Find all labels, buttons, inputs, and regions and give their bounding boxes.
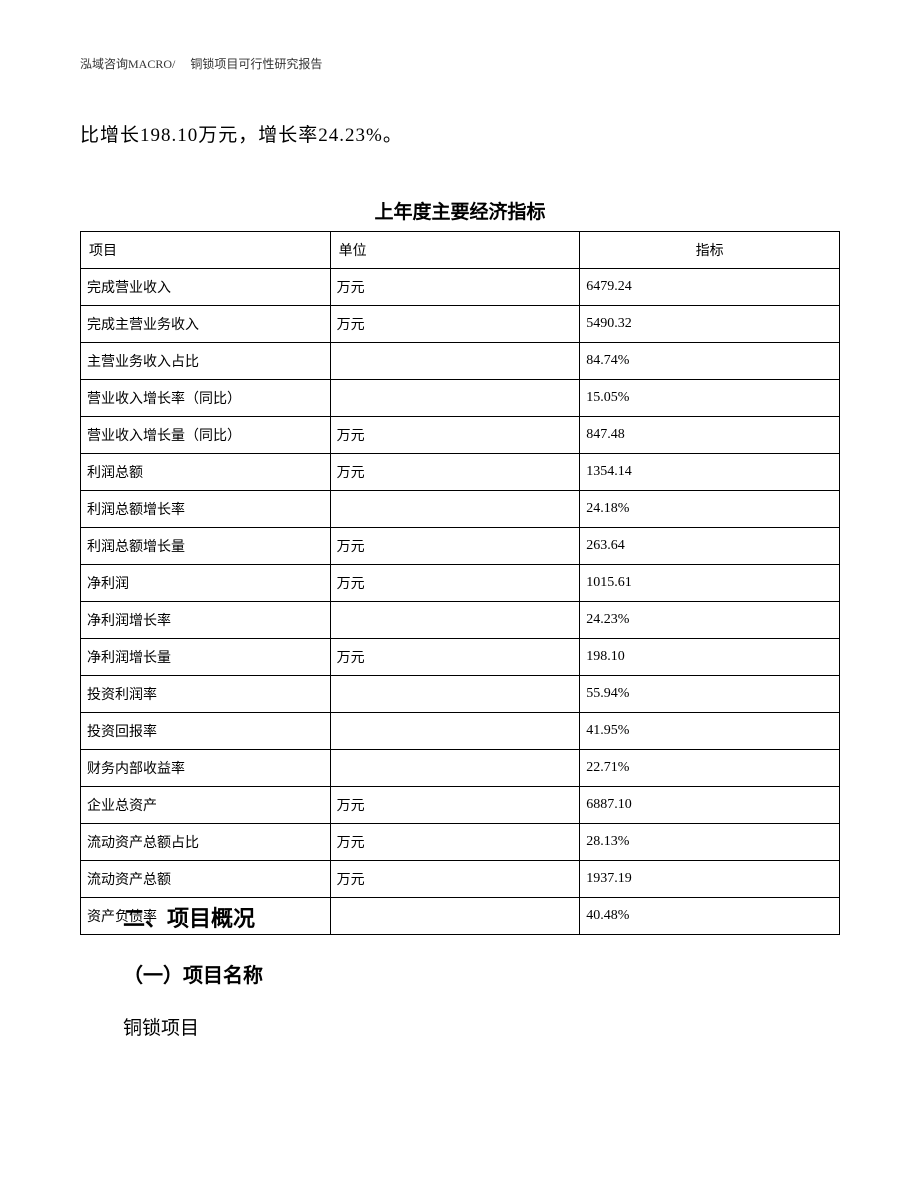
table-row: 利润总额增长率 24.18% — [81, 491, 840, 528]
table-row: 利润总额增长量万元263.64 — [81, 528, 840, 565]
table-row: 投资回报率 41.95% — [81, 713, 840, 750]
cell-unit: 万元 — [330, 306, 580, 343]
cell-unit: 万元 — [330, 269, 580, 306]
project-name-text: 铜锁项目 — [123, 1013, 199, 1040]
cell-unit — [330, 898, 580, 935]
table-row: 流动资产总额占比万元28.13% — [81, 824, 840, 861]
cell-value: 84.74% — [580, 343, 840, 380]
table-row: 财务内部收益率 22.71% — [81, 750, 840, 787]
cell-item: 利润总额 — [81, 454, 331, 491]
cell-unit: 万元 — [330, 824, 580, 861]
cell-item: 净利润增长量 — [81, 639, 331, 676]
table-row: 完成营业收入万元6479.24 — [81, 269, 840, 306]
cell-item: 利润总额增长率 — [81, 491, 331, 528]
cell-unit: 万元 — [330, 417, 580, 454]
subsection-heading: （一）项目名称 — [123, 959, 263, 988]
table-row: 企业总资产万元6887.10 — [81, 787, 840, 824]
cell-item: 流动资产总额占比 — [81, 824, 331, 861]
cell-item: 利润总额增长量 — [81, 528, 331, 565]
cell-value: 1354.14 — [580, 454, 840, 491]
table-row: 投资利润率 55.94% — [81, 676, 840, 713]
cell-item: 投资回报率 — [81, 713, 331, 750]
cell-unit — [330, 676, 580, 713]
table-row: 净利润增长量万元198.10 — [81, 639, 840, 676]
cell-value: 847.48 — [580, 417, 840, 454]
section-heading: 二、项目概况 — [123, 901, 255, 933]
cell-value: 198.10 — [580, 639, 840, 676]
cell-item: 净利润增长率 — [81, 602, 331, 639]
col-header-unit: 单位 — [330, 232, 580, 269]
cell-item: 营业收入增长量（同比） — [81, 417, 331, 454]
table-row: 流动资产总额万元1937.19 — [81, 861, 840, 898]
page-header: 泓域咨询MACRO/ 铜锁项目可行性研究报告 — [80, 55, 322, 72]
table-row: 完成主营业务收入万元5490.32 — [81, 306, 840, 343]
cell-value: 24.23% — [580, 602, 840, 639]
table-row: 主营业务收入占比 84.74% — [81, 343, 840, 380]
table-header-row: 项目 单位 指标 — [81, 232, 840, 269]
cell-unit — [330, 491, 580, 528]
cell-unit: 万元 — [330, 454, 580, 491]
intro-paragraph: 比增长198.10万元，增长率24.23%。 — [80, 120, 403, 147]
cell-value: 41.95% — [580, 713, 840, 750]
cell-unit: 万元 — [330, 861, 580, 898]
economic-indicators-table: 项目 单位 指标 完成营业收入万元6479.24完成主营业务收入万元5490.3… — [80, 231, 840, 935]
cell-item: 完成主营业务收入 — [81, 306, 331, 343]
table-row: 营业收入增长率（同比） 15.05% — [81, 380, 840, 417]
cell-value: 15.05% — [580, 380, 840, 417]
cell-item: 主营业务收入占比 — [81, 343, 331, 380]
cell-value: 55.94% — [580, 676, 840, 713]
cell-item: 净利润 — [81, 565, 331, 602]
cell-value: 28.13% — [580, 824, 840, 861]
table-title: 上年度主要经济指标 — [0, 197, 920, 224]
cell-unit — [330, 750, 580, 787]
cell-unit — [330, 343, 580, 380]
cell-value: 24.18% — [580, 491, 840, 528]
table-row: 营业收入增长量（同比）万元847.48 — [81, 417, 840, 454]
cell-value: 5490.32 — [580, 306, 840, 343]
cell-value: 6887.10 — [580, 787, 840, 824]
cell-unit: 万元 — [330, 528, 580, 565]
cell-unit: 万元 — [330, 639, 580, 676]
cell-value: 40.48% — [580, 898, 840, 935]
col-header-value: 指标 — [580, 232, 840, 269]
cell-unit: 万元 — [330, 787, 580, 824]
cell-item: 财务内部收益率 — [81, 750, 331, 787]
table-row: 利润总额万元1354.14 — [81, 454, 840, 491]
cell-item: 完成营业收入 — [81, 269, 331, 306]
cell-item: 投资利润率 — [81, 676, 331, 713]
cell-value: 1015.61 — [580, 565, 840, 602]
cell-item: 企业总资产 — [81, 787, 331, 824]
table-row: 净利润增长率 24.23% — [81, 602, 840, 639]
cell-value: 6479.24 — [580, 269, 840, 306]
cell-unit — [330, 602, 580, 639]
cell-value: 263.64 — [580, 528, 840, 565]
table-body: 完成营业收入万元6479.24完成主营业务收入万元5490.32主营业务收入占比… — [81, 269, 840, 935]
cell-unit: 万元 — [330, 565, 580, 602]
cell-value: 1937.19 — [580, 861, 840, 898]
cell-unit — [330, 380, 580, 417]
cell-unit — [330, 713, 580, 750]
cell-item: 流动资产总额 — [81, 861, 331, 898]
col-header-item: 项目 — [81, 232, 331, 269]
cell-item: 营业收入增长率（同比） — [81, 380, 331, 417]
cell-value: 22.71% — [580, 750, 840, 787]
table-row: 净利润万元1015.61 — [81, 565, 840, 602]
